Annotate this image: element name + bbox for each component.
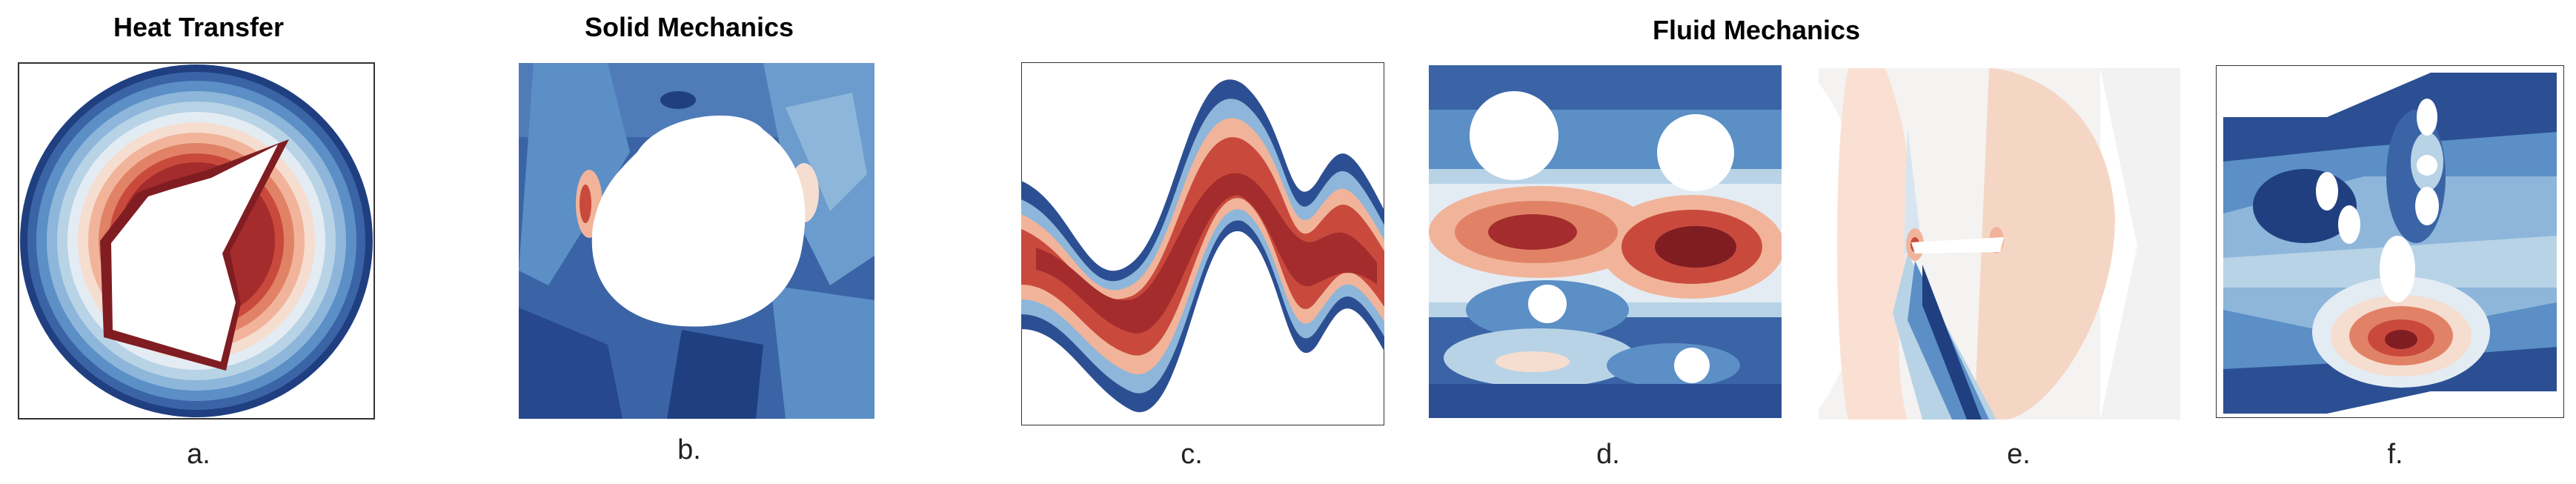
panel-e-label: e. <box>2007 439 2031 470</box>
panel-c-fluid-wave-plot <box>1021 62 1384 425</box>
panel-f-label: f. <box>2387 439 2403 470</box>
panel-e-flow-plate-plot <box>1819 68 2180 420</box>
panel-b-solid-mechanics-plot <box>519 63 874 419</box>
panel-b-label: b. <box>677 434 701 465</box>
panel-d-flow-cylinders-plot <box>1429 65 1782 418</box>
heading-heat-transfer: Heat Transfer <box>113 12 285 42</box>
heading-solid-mechanics: Solid Mechanics <box>584 12 794 42</box>
panel-d-label: d. <box>1596 439 1620 470</box>
panel-a-label: a. <box>187 439 210 470</box>
panel-c-label: c. <box>1181 439 1203 470</box>
heading-fluid-mechanics: Fluid Mechanics <box>1652 15 1861 45</box>
panel-a-heat-transfer-plot <box>15 59 378 422</box>
panel-f-channel-obstacles-plot <box>2216 65 2564 418</box>
